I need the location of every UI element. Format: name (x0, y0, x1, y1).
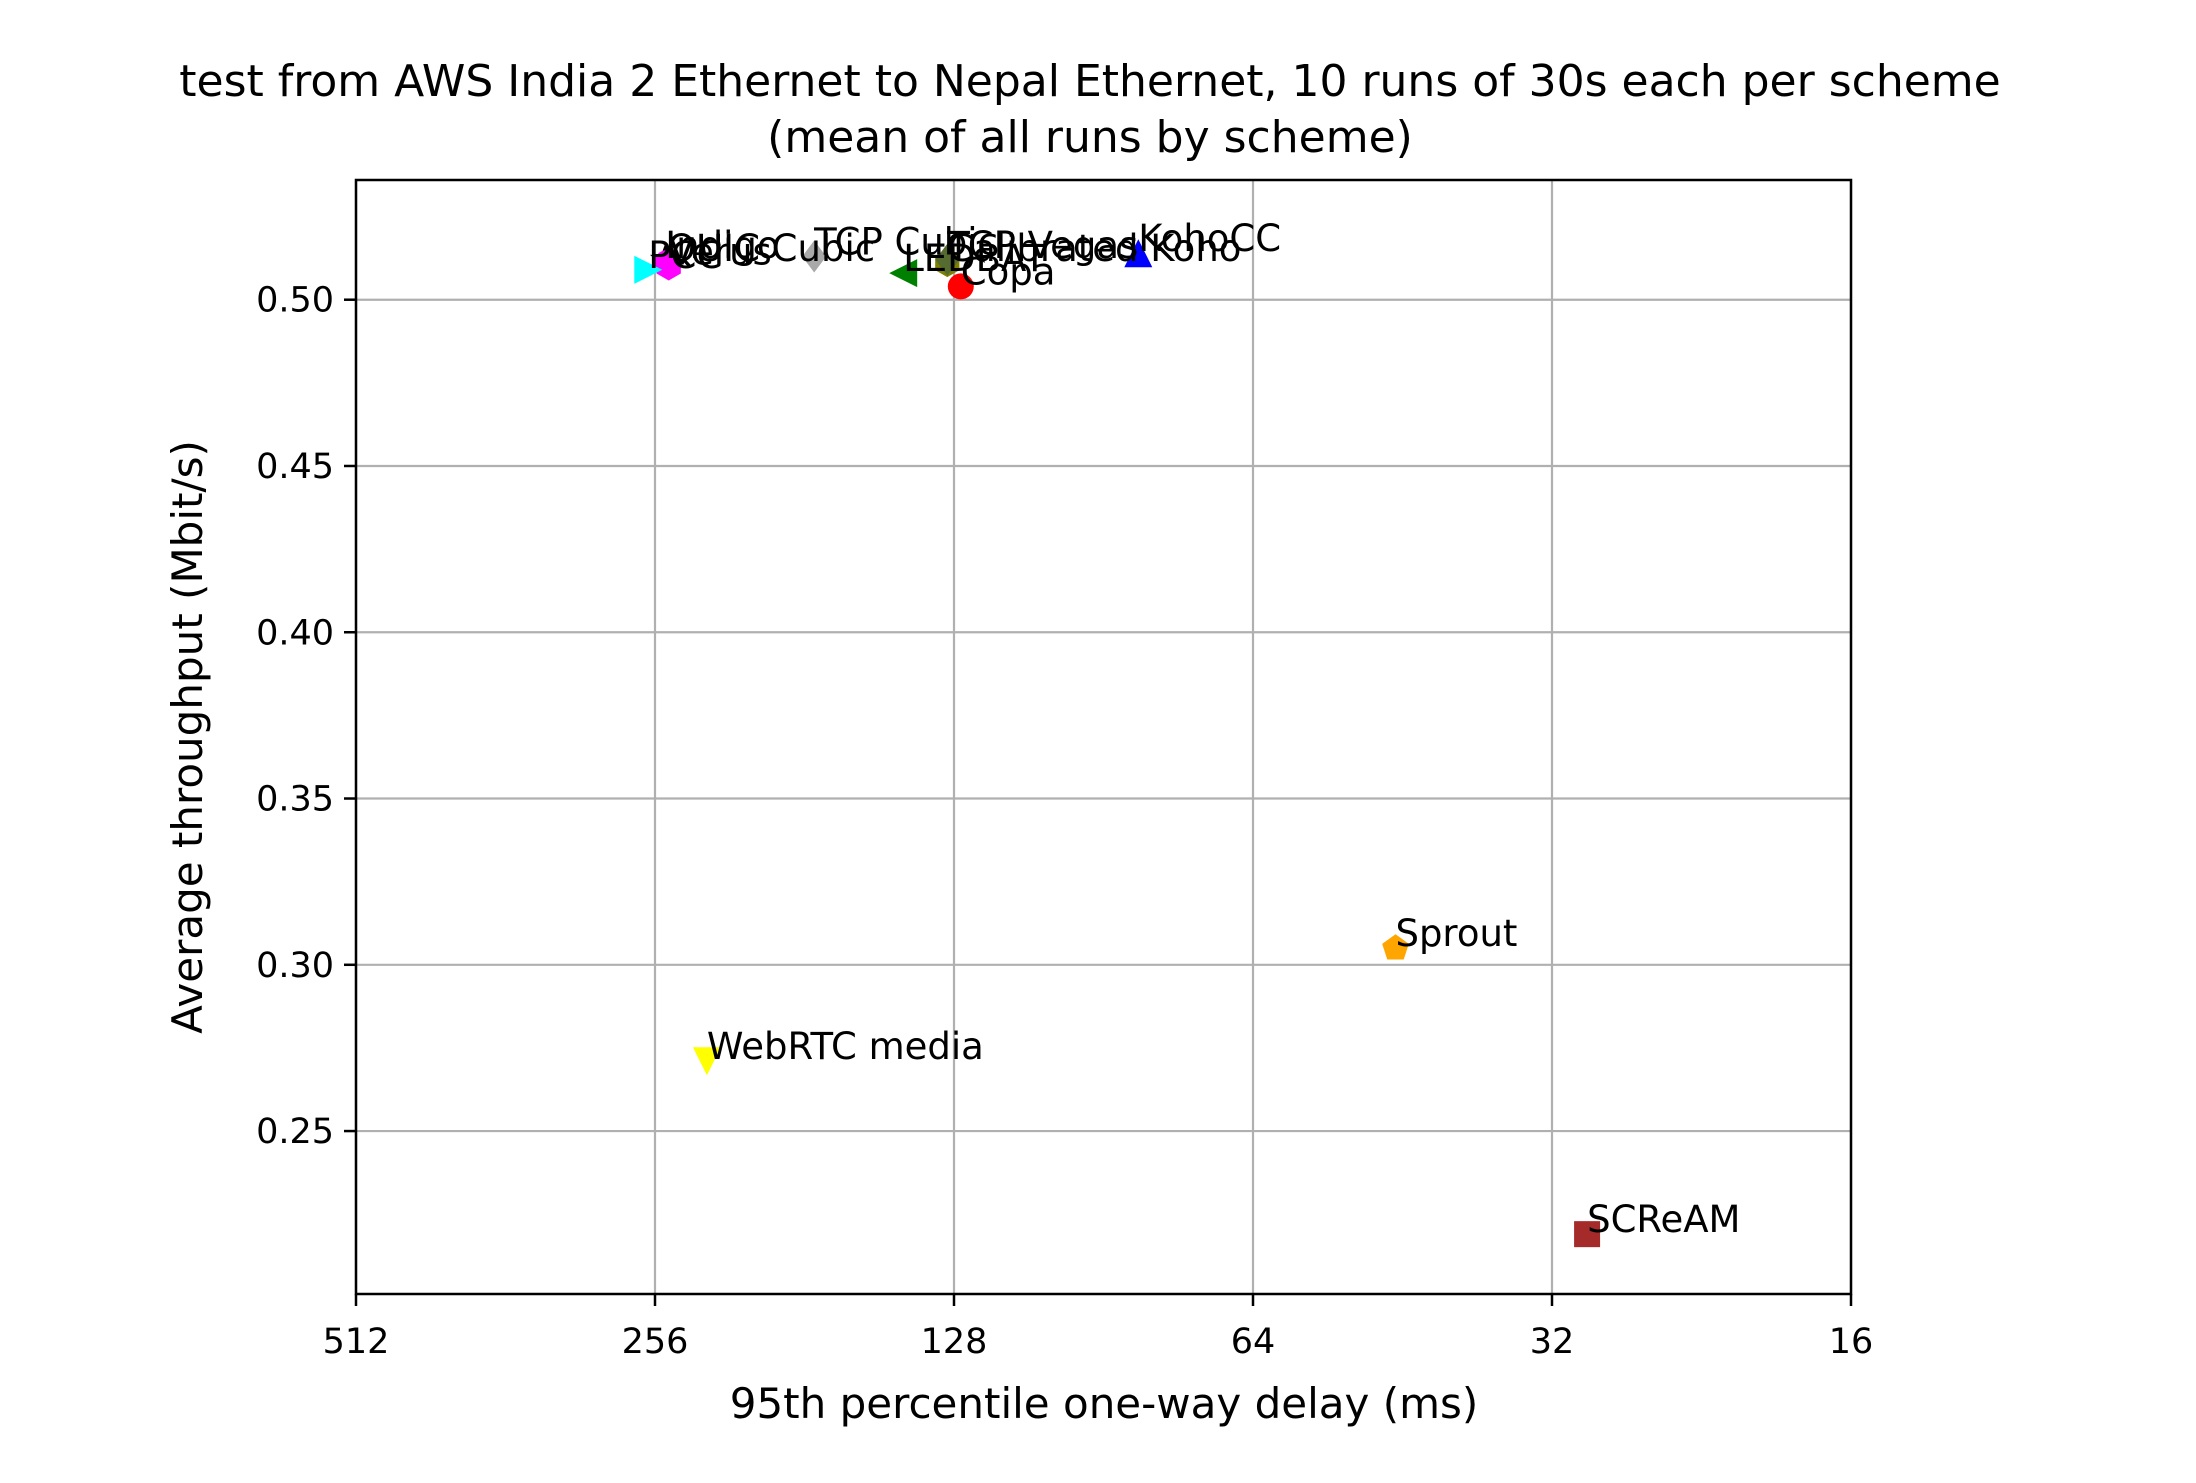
plot-frame (354, 178, 1853, 1296)
data-labels: SCReAM Sprout WebRTC media Copa KohoCC LEDBAT… (648, 217, 1740, 1241)
y-tick-label: 0.30 (256, 946, 334, 986)
point-label-tcp-cubic: TCP Cubic (813, 220, 998, 263)
point-label-copa: Copa (961, 250, 1056, 293)
point-ledbat (889, 259, 918, 288)
y-tick-label: 0.50 (256, 281, 334, 321)
point-copa (947, 273, 974, 300)
chart-title: test from AWS India 2 Ethernet to Nepal … (179, 56, 2000, 107)
point-tcp-cubic (802, 240, 827, 273)
point-label-quic-cubic: QUIC Cubic (667, 227, 875, 270)
x-tick-label: 128 (921, 1322, 988, 1362)
point-verus (656, 252, 681, 281)
point-sprout (1382, 934, 1409, 960)
chart-subtitle: (mean of all runs by scheme) (767, 112, 1413, 163)
y-tick-label: 0.40 (256, 613, 334, 653)
point-webrtc-media (692, 1047, 721, 1076)
point-pcc (634, 255, 663, 284)
x-tick-label: 16 (1829, 1322, 1874, 1362)
point-label-kohocc: KohoCC (1138, 217, 1281, 260)
point-label-verus: Verus (669, 230, 772, 273)
y-axis: 0.25 0.30 0.35 0.40 0.45 0.50 (256, 281, 356, 1152)
point-label-indigo: Indigo (665, 224, 779, 267)
point-kohocc (1124, 239, 1153, 268)
point-label-tcp-vegas: TCP Vegas (946, 224, 1138, 267)
point-tcp-vegas (935, 243, 960, 276)
point-label-pcc: PCC (648, 234, 722, 277)
x-tick-label: 64 (1231, 1322, 1276, 1362)
data-points (634, 239, 1601, 1248)
point-scream (1574, 1221, 1601, 1248)
y-tick-label: 0.45 (256, 447, 334, 487)
y-axis-label: Average throughput (Mbit/s) (163, 440, 212, 1034)
x-tick-label: 32 (1530, 1322, 1575, 1362)
point-label-webrtc-media: WebRTC media (707, 1025, 984, 1068)
point-label-sprout: Sprout (1395, 912, 1517, 955)
point-label-ledbat: LEDBAT (903, 237, 1046, 280)
x-tick-label: 512 (323, 1322, 390, 1362)
x-axis: 512 256 128 64 32 16 (323, 1294, 1874, 1362)
x-tick-label: 256 (622, 1322, 689, 1362)
y-tick-label: 0.35 (256, 780, 334, 820)
point-label-calibrated-koho: Calibrated Koho (947, 227, 1241, 270)
point-label-scream: SCReAM (1587, 1198, 1740, 1241)
y-tick-label: 0.25 (256, 1112, 334, 1152)
x-axis-label: 95th percentile one-way delay (ms) (730, 1379, 1479, 1428)
